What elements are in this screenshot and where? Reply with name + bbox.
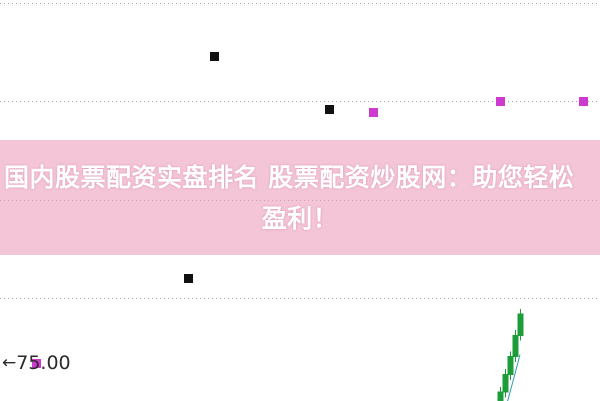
price-value-label: 75.00 xyxy=(16,352,71,374)
left-arrow-icon: ← xyxy=(2,352,17,373)
price-axis-marker: ← 75.00 xyxy=(2,352,71,374)
signal-markers xyxy=(32,52,588,368)
candlestick-series xyxy=(497,308,524,401)
